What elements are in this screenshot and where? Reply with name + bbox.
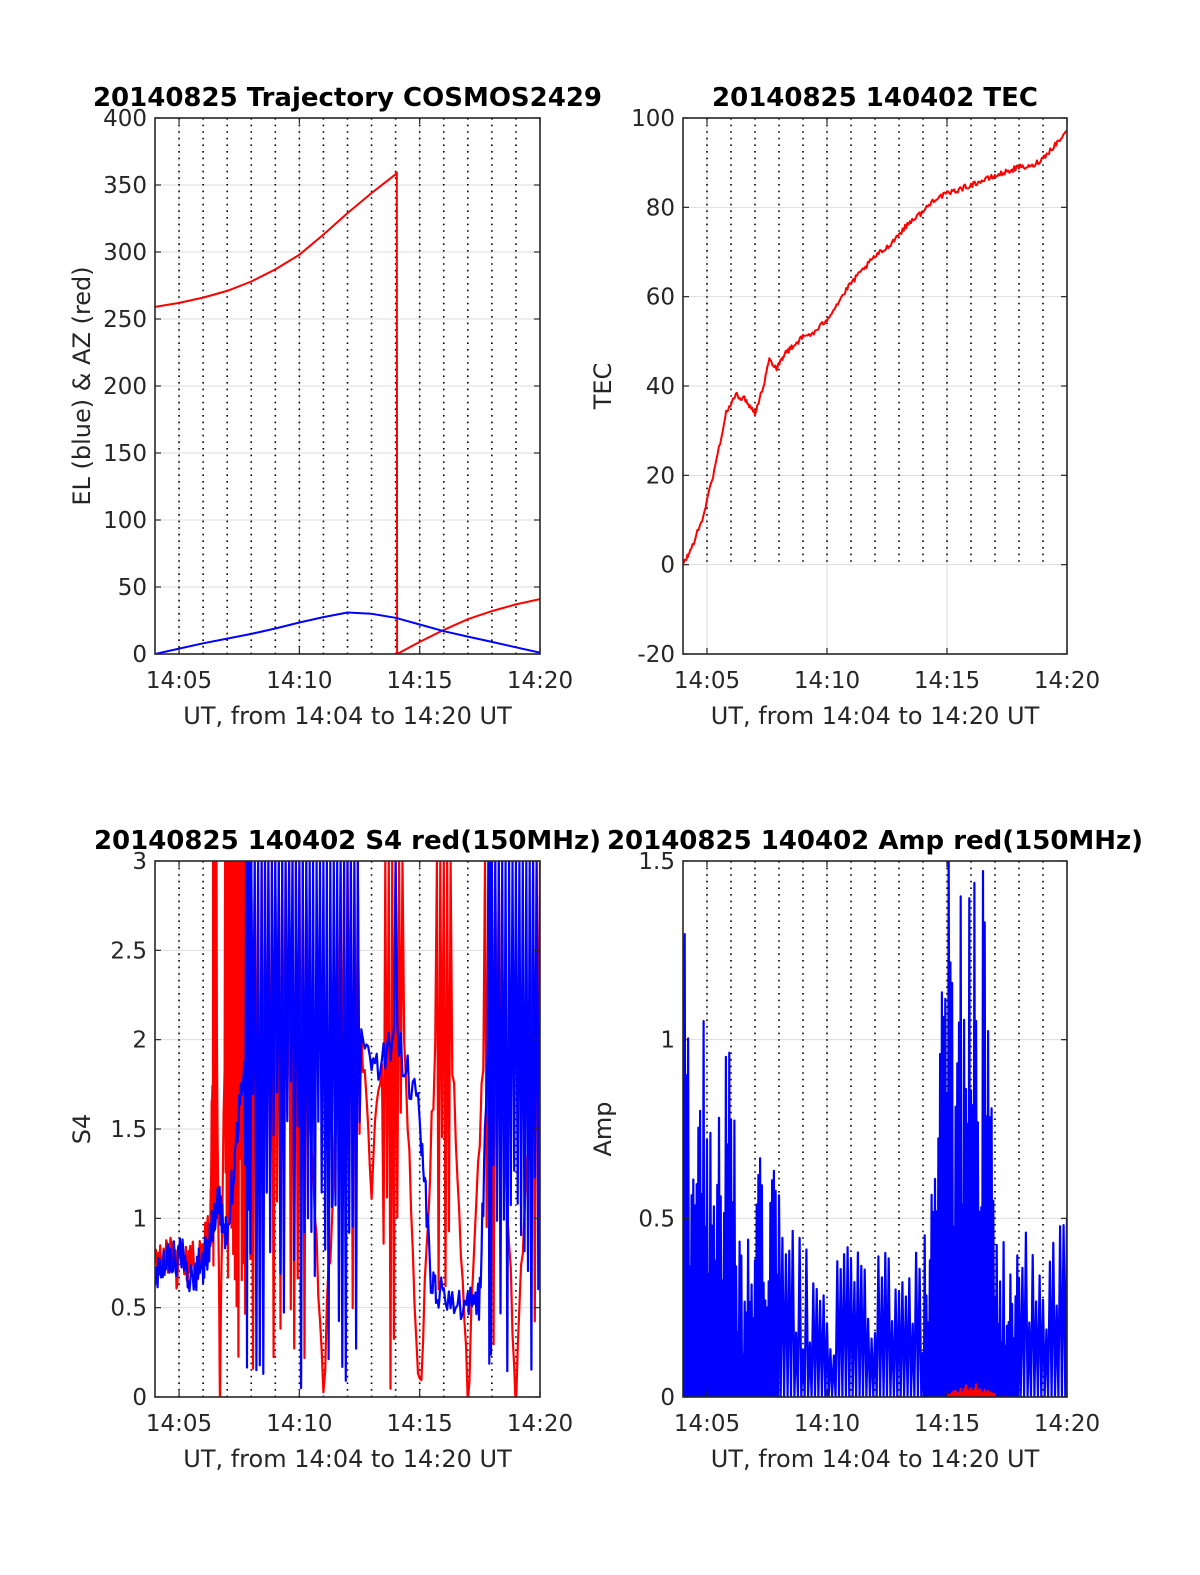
trajectory-panel: 0 50 100 150 200 250 300 350 400 14:05 14:10 14:15 1… [68, 83, 602, 730]
y-tick-label: -20 [637, 642, 675, 668]
y-tick-label: 1 [660, 1028, 675, 1054]
x-tick-label: 14:05 [674, 668, 740, 694]
y-tick-label: 100 [631, 106, 675, 132]
x-tick-label: 14:05 [146, 668, 212, 694]
y-tick-label: 0 [660, 553, 675, 579]
y-tick-label: 60 [646, 285, 675, 311]
series-line [155, 861, 540, 1390]
y-tick-label: 350 [103, 173, 147, 199]
series-line [395, 171, 540, 654]
series-line [683, 861, 1067, 1397]
y-tick-label: 50 [118, 575, 147, 601]
y-tick-label: 2.5 [110, 938, 147, 964]
y-tick-label: 1.5 [638, 849, 675, 875]
x-axis-label: UT, from 14:04 to 14:20 UT [711, 702, 1040, 730]
y-tick-label: 20 [646, 463, 675, 489]
axes-frame [682, 860, 1068, 1398]
x-tick-label: 14:05 [146, 1411, 212, 1437]
y-axis-label: S4 [68, 1114, 96, 1145]
x-tick-label: 14:10 [266, 668, 332, 694]
y-tick-label: 40 [646, 374, 675, 400]
y-tick-label: 80 [646, 195, 675, 221]
series-group [155, 861, 540, 1397]
y-tick-label: 200 [103, 374, 147, 400]
y-tick-label: 0.5 [638, 1206, 675, 1232]
y-tick-label: 0 [132, 642, 147, 668]
y-tick-label: 150 [103, 441, 147, 467]
x-tick-label: 14:20 [1034, 1411, 1100, 1437]
x-axis-label: UT, from 14:04 to 14:20 UT [183, 1445, 512, 1473]
series-line [155, 171, 398, 308]
series-group [683, 130, 1067, 565]
y-tick-label: 0 [660, 1385, 675, 1411]
x-tick-label: 14:15 [387, 1411, 453, 1437]
series-group [155, 171, 540, 654]
y-axis-label: EL (blue) & AZ (red) [68, 266, 96, 505]
x-tick-label: 14:15 [914, 1411, 980, 1437]
chart-title: 20140825 140402 S4 red(150MHz) [94, 826, 601, 856]
x-tick-label: 14:15 [387, 668, 453, 694]
x-tick-label: 14:05 [674, 1411, 740, 1437]
tec-panel: -20 0 20 40 60 80 100 14:05 14:10 14:15 14:20 20140… [589, 83, 1100, 730]
x-tick-label: 14:20 [507, 668, 573, 694]
s4-panel: 0 0.5 1 1.5 2 2.5 3 14:05 14:10 14:15 14:20 2014082… [68, 826, 601, 1473]
x-tick-label: 14:10 [266, 1411, 332, 1437]
x-tick-label: 14:10 [794, 668, 860, 694]
series-group [683, 861, 1067, 1397]
y-tick-label: 1.5 [110, 1117, 147, 1143]
y-tick-label: 3 [132, 849, 147, 875]
y-tick-label: 250 [103, 307, 147, 333]
series-line [946, 1383, 997, 1397]
x-tick-label: 14:20 [507, 1411, 573, 1437]
y-tick-label: 0.5 [110, 1296, 147, 1322]
x-tick-label: 14:10 [794, 1411, 860, 1437]
y-tick-label: 2 [132, 1028, 147, 1054]
y-tick-label: 100 [103, 508, 147, 534]
series-line [155, 611, 540, 654]
chart-title: 20140825 140402 Amp red(150MHz) [607, 826, 1143, 856]
x-axis-label: UT, from 14:04 to 14:20 UT [183, 702, 512, 730]
y-tick-label: 300 [103, 240, 147, 266]
y-tick-label: 0 [132, 1385, 147, 1411]
series-line [683, 130, 1067, 565]
amp-panel: 0 0.5 1 1.5 14:05 14:10 14:15 14:20 20140825 140… [589, 826, 1143, 1473]
y-tick-label: 400 [103, 106, 147, 132]
x-axis-label: UT, from 14:04 to 14:20 UT [711, 1445, 1040, 1473]
y-tick-label: 1 [132, 1206, 147, 1232]
chart-title: 20140825 140402 TEC [712, 83, 1038, 113]
x-tick-label: 14:20 [1034, 668, 1100, 694]
x-tick-label: 14:15 [914, 668, 980, 694]
y-axis-label: TEC [589, 363, 617, 411]
chart-title: 20140825 Trajectory COSMOS2429 [93, 83, 602, 113]
y-axis-label: Amp [589, 1101, 617, 1156]
